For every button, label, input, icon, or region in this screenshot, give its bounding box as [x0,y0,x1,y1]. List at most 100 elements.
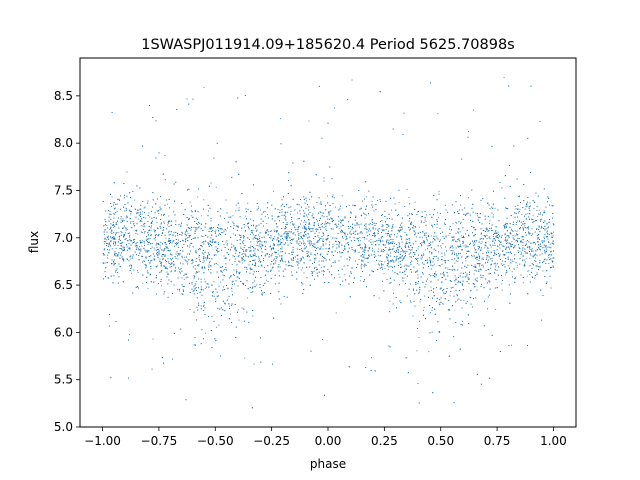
data-point [164,242,165,244]
data-point [428,290,430,292]
data-point [235,252,236,254]
data-point [137,272,139,274]
data-point [190,215,192,217]
data-point [273,244,275,245]
data-point [489,228,490,229]
data-point [460,223,461,225]
data-point [267,229,269,231]
data-point [260,209,261,211]
data-point [475,212,477,214]
data-point [387,268,389,270]
data-point [168,215,170,217]
data-point [415,226,417,228]
data-point [370,239,372,241]
data-point [547,230,548,232]
data-point [403,277,405,279]
data-point [514,235,516,237]
data-point [366,196,368,198]
data-point [538,209,540,211]
data-point [285,235,287,237]
data-point [160,265,162,267]
data-point [215,229,217,231]
data-point [237,309,239,311]
data-point [166,203,168,205]
data-point [316,219,317,220]
data-point [220,267,222,268]
data-point [249,218,251,220]
data-point [412,315,414,317]
data-point [427,240,428,242]
data-point [382,230,383,232]
data-point [529,202,531,204]
data-point [505,224,507,226]
data-point [211,284,213,286]
data-point [298,237,299,239]
data-point [536,206,538,207]
data-point [160,262,161,264]
data-point [454,262,456,264]
data-point [537,238,539,240]
data-point [421,258,423,260]
data-point [206,259,208,261]
data-point [238,207,240,209]
data-point [148,212,150,214]
data-point [460,252,461,254]
data-point [305,234,307,236]
data-point [203,258,204,260]
data-point [131,258,133,259]
data-point [416,236,417,238]
data-point [474,266,476,268]
data-point [503,77,505,78]
data-point [344,274,346,276]
data-point [148,230,150,232]
data-point [225,230,227,232]
data-point [314,207,315,209]
data-point [365,247,367,248]
data-point [113,227,115,228]
data-point [425,221,427,222]
data-point [364,266,366,268]
data-point [549,243,551,245]
data-point [283,239,285,241]
data-point [428,274,430,276]
data-point [419,301,421,303]
data-point [233,233,235,235]
data-point [471,255,473,257]
data-point [484,247,486,249]
data-point [255,225,257,227]
data-point [259,236,261,238]
data-point [278,216,280,218]
data-point [195,226,197,228]
data-point [457,261,459,263]
data-point [303,225,305,227]
data-point [252,234,254,236]
data-point [177,242,179,244]
data-point [106,225,108,226]
data-point [418,337,420,338]
data-point [417,261,419,263]
data-point [417,274,419,276]
data-point [264,292,265,293]
data-point [114,263,115,265]
data-point [495,308,497,310]
data-point [511,228,512,230]
data-point [300,269,302,271]
data-point [202,289,204,291]
data-point [489,223,490,224]
data-point [126,258,128,260]
data-point [299,213,301,215]
data-point [144,242,145,244]
data-point [205,288,206,290]
data-point [378,297,380,299]
data-point [270,231,272,232]
data-point [387,224,389,226]
data-point [136,270,138,272]
data-point [540,226,542,228]
data-point [474,252,476,254]
data-point [163,222,165,224]
data-point [313,270,315,272]
data-point [524,225,526,227]
data-point [218,234,219,236]
data-point [304,215,305,217]
data-point [528,270,530,272]
